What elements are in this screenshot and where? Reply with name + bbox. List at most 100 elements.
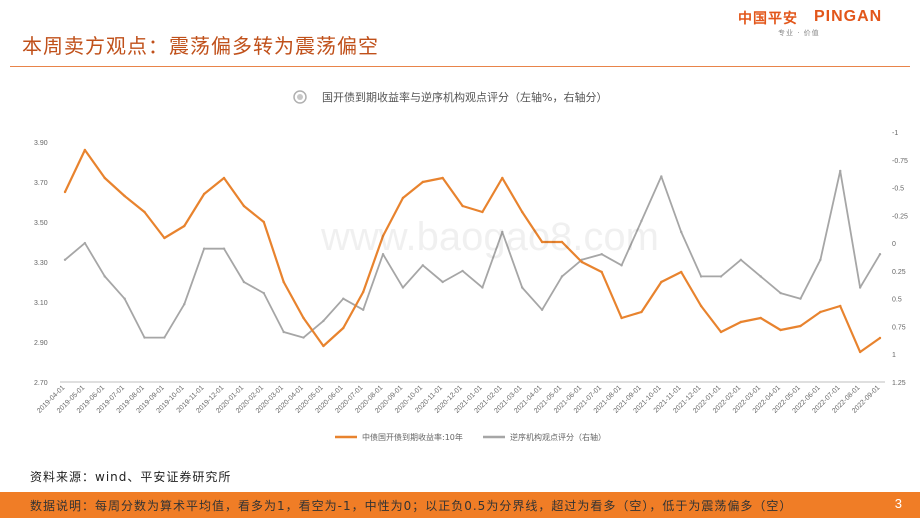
left-tick-label: 3.10 <box>34 300 48 307</box>
chart-title-group: 国开债到期收益率与逆序机构观点评分（左轴%，右轴分） <box>293 90 607 104</box>
data-point-yield <box>202 192 206 196</box>
data-point-score <box>620 264 623 267</box>
data-point-yield <box>580 260 584 264</box>
data-point-score <box>202 247 206 250</box>
data-point-score <box>779 291 782 295</box>
data-point-score <box>481 286 484 289</box>
data-point-yield <box>163 236 166 240</box>
right-tick-label: -0.75 <box>892 158 908 165</box>
data-point-score <box>381 253 385 256</box>
data-point-yield <box>878 336 882 340</box>
data-point-score <box>759 275 762 278</box>
legend-label-yield: 中债国开债到期收益率:10年 <box>362 432 463 442</box>
x-axis: 2019-04-012019-05-012019-06-012019-07-01… <box>36 384 881 414</box>
data-point-yield <box>103 176 106 180</box>
data-point-yield <box>759 316 762 320</box>
data-point-yield <box>183 224 186 228</box>
company-logo: 中国平安 PINGAN 专业 · 价值 <box>738 8 898 40</box>
data-point-yield <box>560 240 564 244</box>
data-point-score <box>660 175 663 178</box>
data-point-score <box>282 330 285 334</box>
title-legend-marker-inner <box>297 94 303 100</box>
data-point-score <box>401 286 405 289</box>
data-point-yield <box>520 210 524 214</box>
left-tick-label: 3.50 <box>34 220 48 227</box>
right-tick-label: 0.25 <box>892 269 906 276</box>
data-point-score <box>461 269 464 273</box>
data-point-yield <box>242 204 246 208</box>
right-tick-label: -1 <box>892 130 898 137</box>
data-point-yield <box>322 344 325 348</box>
data-point-score <box>739 258 743 261</box>
page-number: 3 <box>894 496 902 511</box>
data-source: 资料来源：wind、平安证券研究所 <box>30 470 232 484</box>
data-point-yield <box>620 316 623 320</box>
data-point-yield <box>799 324 802 328</box>
left-tick-label: 2.70 <box>34 380 48 387</box>
logo-tagline: 专业 · 价值 <box>778 29 820 37</box>
left-tick-label: 3.70 <box>34 180 48 187</box>
data-point-yield <box>719 330 723 334</box>
data-point-yield <box>441 176 444 180</box>
data-point-score <box>441 280 444 284</box>
data-point-score <box>302 336 305 339</box>
data-point-yield <box>600 270 603 274</box>
left-tick-label: 2.90 <box>34 340 48 347</box>
data-note: 数据说明：每周分数为算术平均值，看多为1，看空为-1，中性为0；以正负0.5为分… <box>30 499 793 513</box>
data-point-score <box>143 336 146 339</box>
legend: 中债国开债到期收益率:10年 逆序机构观点评分（右轴） <box>335 432 606 442</box>
data-point-yield <box>123 194 126 198</box>
data-point-yield <box>819 310 822 314</box>
right-tick-label: 0 <box>892 241 896 248</box>
right-tick-label: 1 <box>892 352 896 359</box>
data-point-score <box>361 308 365 311</box>
data-point-score <box>520 286 524 289</box>
data-point-score <box>163 336 166 339</box>
data-point-score <box>640 219 643 223</box>
data-point-yield <box>540 240 544 244</box>
data-point-score <box>83 241 87 245</box>
data-point-score <box>719 275 723 278</box>
left-tick-label: 3.90 <box>34 140 48 147</box>
data-point-score <box>680 230 683 234</box>
watermark: www.baogao8.com <box>320 215 659 259</box>
data-point-score <box>123 297 126 300</box>
data-point-yield <box>481 210 484 214</box>
data-point-yield <box>839 304 842 308</box>
data-point-score <box>858 286 862 289</box>
data-point-yield <box>282 280 285 284</box>
right-tick-label: 0.5 <box>892 297 902 304</box>
data-point-score <box>222 247 226 250</box>
data-point-score <box>540 308 544 311</box>
data-point-score <box>699 275 703 278</box>
data-point-yield <box>501 176 504 180</box>
data-point-yield <box>83 148 87 152</box>
data-point-yield <box>680 270 683 274</box>
data-point-score <box>819 258 822 261</box>
data-point-yield <box>381 234 385 238</box>
data-point-score <box>342 297 345 300</box>
right-tick-label: -0.25 <box>892 213 908 220</box>
yield-vs-score-chart: 国开债到期收益率与逆序机构观点评分（左轴%，右轴分） 2.70 2.90 3.10 3… <box>34 90 908 442</box>
footer-bar <box>0 492 920 518</box>
data-point-yield <box>143 210 146 214</box>
data-point-score <box>600 253 603 256</box>
left-axis: 2.70 2.90 3.10 3.30 3.50 3.70 3.90 <box>34 140 48 387</box>
title-divider <box>10 66 910 67</box>
data-point-score <box>63 258 67 261</box>
data-point-score <box>839 169 842 173</box>
data-point-score <box>322 319 325 323</box>
data-point-yield <box>63 190 67 194</box>
title-legend-marker-outer <box>293 90 307 104</box>
data-point-yield <box>302 316 305 320</box>
data-point-yield <box>858 350 862 354</box>
page-title: 本周卖方观点：震荡偏多转为震荡偏空 <box>22 34 379 58</box>
right-tick-label: 0.75 <box>892 324 906 331</box>
data-point-yield <box>779 328 782 332</box>
data-point-yield <box>699 304 703 308</box>
data-point-yield <box>342 326 345 330</box>
data-point-score <box>421 264 425 267</box>
data-point-yield <box>461 204 464 208</box>
legend-label-score: 逆序机构观点评分（右轴） <box>510 432 606 442</box>
data-point-score <box>242 280 246 284</box>
